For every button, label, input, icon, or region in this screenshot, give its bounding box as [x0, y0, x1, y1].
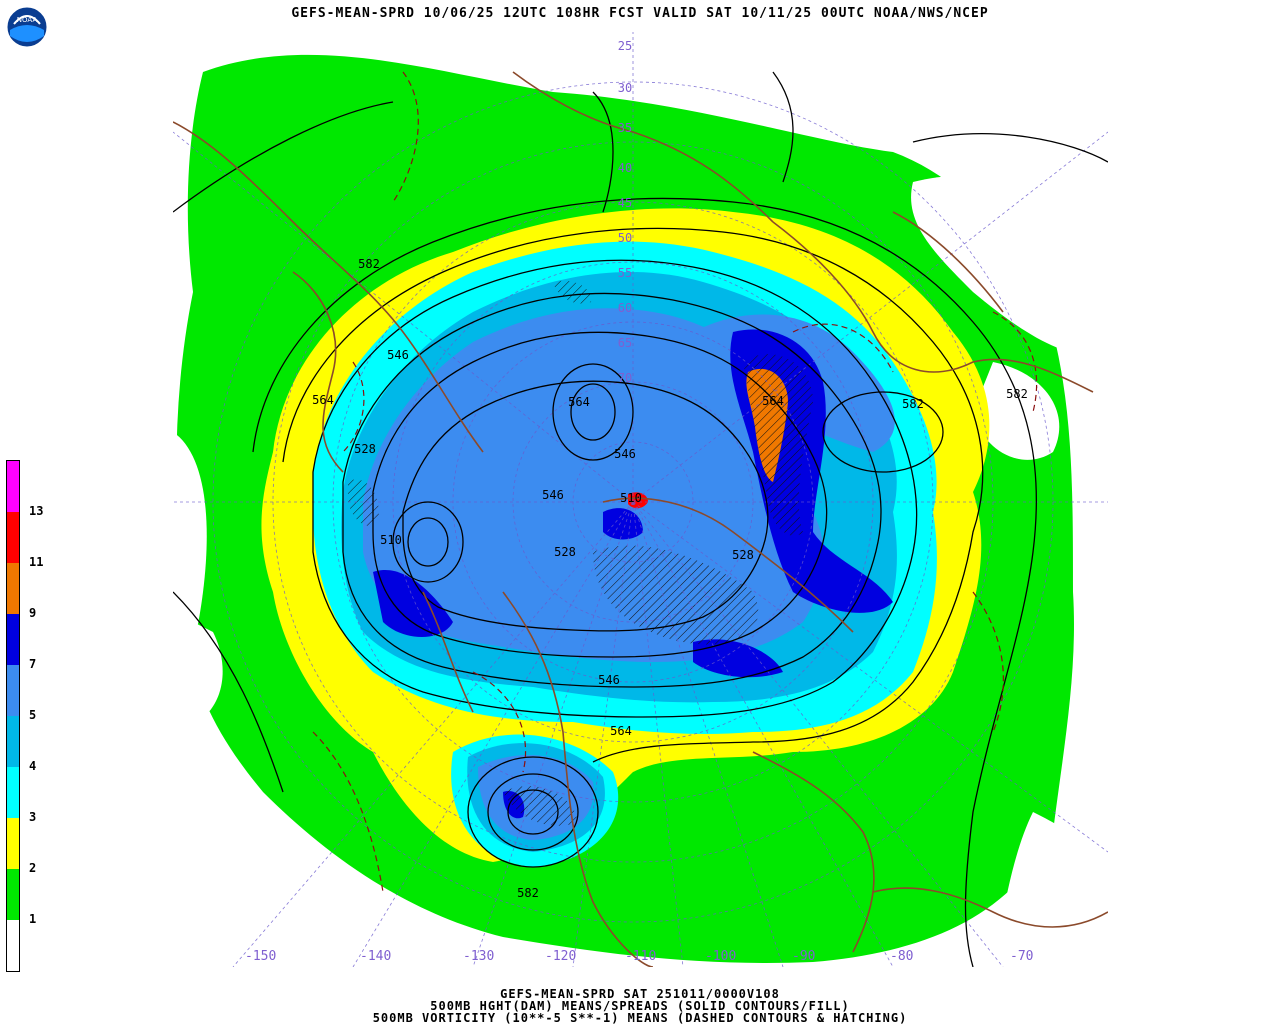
latitude-label: 35 [618, 121, 632, 135]
latitude-label: 30 [618, 81, 632, 95]
latitude-label: 60 [618, 301, 632, 315]
latitude-label: 25 [618, 39, 632, 53]
contour-label: 582 [902, 397, 924, 411]
footer-line-2: 500MB HGHT(DAM) MEANS/SPREADS (SOLID CON… [430, 999, 850, 1013]
longitude-label: -110 [625, 949, 657, 964]
contour-label: 564 [610, 724, 632, 738]
legend-swatch [7, 614, 19, 665]
legend-label: 5 [29, 708, 37, 722]
noaa-logo-icon: NOAA [6, 6, 48, 48]
legend-label: 3 [29, 810, 37, 824]
latitude-label: 65 [618, 336, 632, 350]
legend-swatch [7, 767, 19, 818]
longitude-label: -150 [245, 949, 277, 964]
longitude-label: -130 [463, 949, 495, 964]
longitude-label: -100 [705, 949, 737, 964]
contour-label: 546 [387, 348, 409, 362]
longitude-label: -70 [1010, 949, 1034, 964]
contour-label: 510 [620, 491, 642, 505]
legend-label: 2 [29, 861, 37, 875]
legend-label: 9 [29, 606, 37, 620]
contour-label: 528 [732, 548, 754, 562]
contour-label: 582 [358, 257, 380, 271]
legend-swatch [7, 869, 19, 920]
color-legend: 1 2 3 4 5 7 9 11 13 [6, 460, 43, 972]
contour-label: 564 [568, 395, 590, 409]
longitude-label: -120 [545, 949, 577, 964]
contour-label: 528 [554, 545, 576, 559]
forecast-map: 582 564 546 528 510 564 546 546 528 528 564 582 582 5… [173, 32, 1108, 967]
contour-label: 546 [614, 447, 636, 461]
page-title: GEFS-MEAN-SPRD 10/06/25 12UTC 108HR FCST… [291, 6, 989, 21]
legend-swatch [7, 716, 19, 767]
logo-text: NOAA [17, 16, 38, 24]
legend-label: 11 [29, 555, 44, 569]
contour-label: 564 [762, 394, 784, 408]
latitude-label: 55 [618, 266, 632, 280]
latitude-label: 50 [618, 231, 632, 245]
longitude-label: -80 [890, 949, 914, 964]
legend-label: 7 [29, 657, 37, 671]
legend-swatch [7, 461, 19, 512]
contour-label: 564 [312, 393, 334, 407]
longitude-label: -90 [792, 949, 816, 964]
contour-label: 528 [354, 442, 376, 456]
legend-label: 4 [29, 759, 37, 773]
legend-swatch [7, 512, 19, 563]
longitude-label: -140 [360, 949, 392, 964]
latitude-label: 45 [618, 196, 632, 210]
legend-swatch [7, 920, 19, 971]
latitude-label: 70 [618, 371, 632, 385]
contour-label: 582 [1006, 387, 1028, 401]
legend-swatch [7, 665, 19, 716]
contour-label: 510 [380, 533, 402, 547]
footer-line-3: 500MB VORTICITY (10**-5 S**-1) MEANS (DA… [372, 1011, 908, 1025]
contour-label: 546 [598, 673, 620, 687]
contour-label: 546 [542, 488, 564, 502]
footer-line-1: GEFS-MEAN-SPRD SAT 251011/0000V108 [500, 987, 780, 1001]
legend-swatch [7, 818, 19, 869]
contour-label: 582 [517, 886, 539, 900]
legend-swatch [7, 563, 19, 614]
legend-label: 13 [29, 504, 44, 518]
legend-label: 1 [29, 912, 37, 926]
latitude-label: 40 [618, 161, 632, 175]
